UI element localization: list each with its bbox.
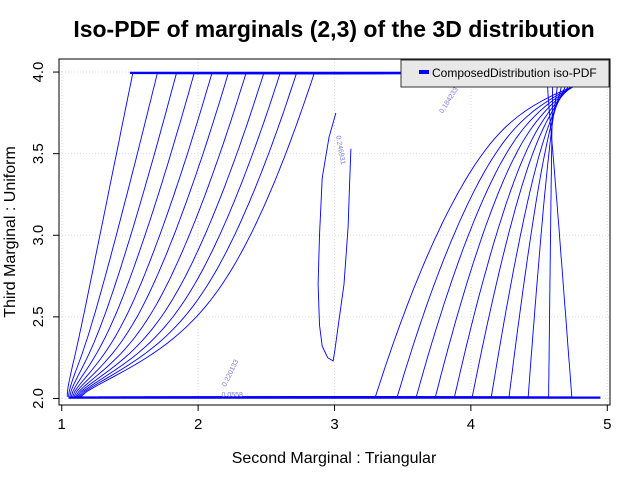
x-axis-ticks: 1 2 3 4 5 — [58, 405, 611, 433]
y-tick-label-0: 2.0 — [30, 388, 47, 409]
contour-right-0 — [75, 73, 603, 398]
contour-lines — [66, 71, 603, 399]
y-tick-label-3: 3.5 — [30, 143, 47, 164]
y-axis-ticks: 2.0 2.5 3.0 3.5 4.0 — [30, 62, 59, 409]
contour-right-9 — [284, 73, 554, 398]
legend: ComposedDistribution iso-PDF — [400, 59, 610, 88]
contour-right-4 — [168, 73, 581, 398]
contour-right-3 — [144, 73, 586, 398]
contour-right-10 — [307, 73, 573, 398]
legend-box — [400, 59, 610, 88]
contour-right-1 — [98, 73, 597, 398]
contour-left-6 — [75, 73, 391, 398]
contour-left-0 — [66, 73, 342, 397]
legend-label: ComposedDistribution iso-PDF — [432, 66, 597, 80]
contour-left-9 — [79, 73, 415, 398]
x-tick-label-0: 1 — [58, 416, 66, 433]
x-axis-title: Second Marginal : Triangular — [232, 450, 437, 467]
y-tick-label-1: 2.5 — [30, 306, 47, 327]
x-tick-label-3: 4 — [467, 416, 475, 433]
x-tick-label-1: 2 — [194, 416, 202, 433]
contour-left-5 — [73, 73, 383, 398]
contour-right-7 — [237, 73, 565, 398]
contour-center — [317, 112, 352, 362]
contour-left-8 — [77, 73, 407, 398]
contour-right-2 — [121, 73, 592, 398]
contour-right-6 — [214, 73, 570, 398]
contour-left-2 — [69, 73, 358, 397]
x-tick-label-2: 3 — [330, 416, 338, 433]
x-tick-label-4: 5 — [603, 416, 611, 433]
legend-swatch — [419, 70, 429, 74]
chart-title: Iso-PDF of marginals (2,3) of the 3D dis… — [73, 16, 594, 42]
contour-left-10 — [80, 73, 424, 398]
y-tick-label-4: 4.0 — [30, 62, 47, 83]
contour-label-0: 0.246931 — [334, 135, 346, 165]
contour-left-7 — [76, 73, 399, 398]
y-tick-label-2: 3.0 — [30, 225, 47, 246]
contour-left-3 — [70, 73, 366, 397]
contour-left-1 — [68, 73, 350, 397]
contour-label-3: 0.0558 — [221, 392, 243, 399]
contour-right-5 — [191, 73, 575, 398]
contour-left-4 — [72, 73, 375, 397]
y-axis-title: Third Marginal : Uniform — [2, 146, 19, 318]
